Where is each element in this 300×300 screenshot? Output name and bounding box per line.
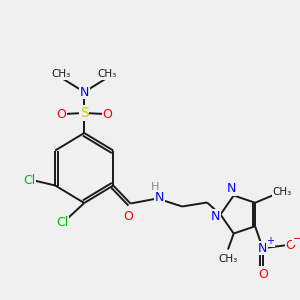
Text: N: N [211, 210, 220, 223]
Text: S: S [80, 106, 88, 120]
Text: H: H [151, 182, 160, 193]
Text: O: O [102, 107, 112, 121]
Text: CH₃: CH₃ [98, 69, 117, 79]
Text: N: N [80, 85, 89, 98]
Text: Cl: Cl [56, 217, 68, 230]
Text: CH₃: CH₃ [272, 187, 292, 197]
Text: CH₃: CH₃ [218, 254, 238, 263]
Text: Cl: Cl [23, 174, 35, 187]
Text: O: O [56, 107, 66, 121]
Text: +: + [266, 236, 274, 246]
Text: −: − [292, 234, 300, 244]
Text: N: N [258, 242, 268, 255]
Text: N: N [154, 191, 164, 204]
Text: O: O [124, 210, 134, 223]
Text: O: O [258, 268, 268, 281]
Text: CH₃: CH₃ [52, 69, 71, 79]
Text: O: O [286, 239, 296, 252]
Text: N: N [227, 182, 236, 195]
